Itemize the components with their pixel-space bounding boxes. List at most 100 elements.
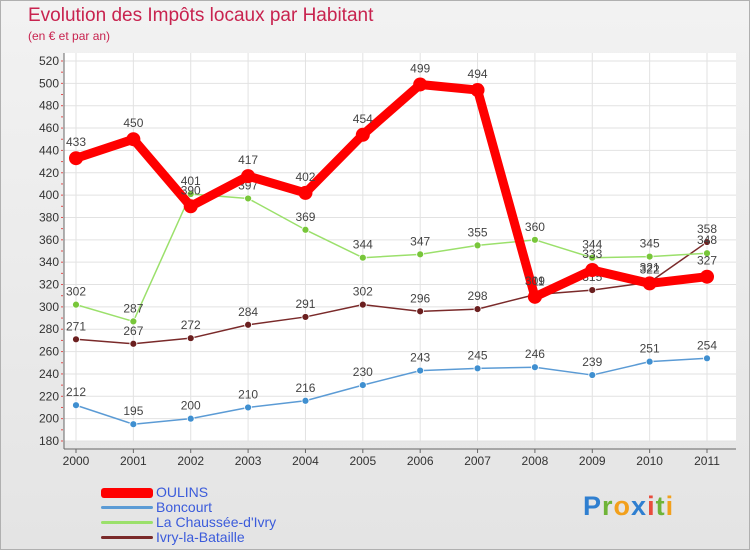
data-point-oulins (241, 169, 256, 184)
data-point-boncourt (72, 401, 80, 410)
logo-letter: x (631, 491, 648, 521)
data-label-oulins: 309 (525, 274, 545, 288)
x-tick-label: 2004 (292, 454, 319, 468)
x-tick-label: 2011 (694, 454, 720, 468)
y-tick-label: 220 (39, 389, 59, 403)
data-point-la-chaussee-d-ivry (588, 253, 597, 262)
data-point-la-chaussee-d-ivry (473, 241, 482, 250)
y-tick-label: 440 (39, 143, 59, 157)
data-label-la-chaussee-d-ivry: 355 (468, 225, 488, 239)
data-point-boncourt (358, 381, 367, 390)
legend-swatch-ivry-la-bataille (101, 536, 153, 539)
data-label-ivry-la-bataille: 272 (181, 318, 201, 332)
y-tick-label: 180 (39, 434, 59, 448)
x-tick-label: 2000 (63, 454, 90, 468)
data-label-boncourt: 230 (353, 365, 373, 379)
data-label-ivry-la-bataille: 296 (410, 291, 430, 305)
legend-label-la-chaussee-divry: La Chaussée-d'Ivry (156, 514, 277, 530)
data-label-oulins: 417 (238, 153, 258, 167)
data-label-la-chaussee-d-ivry: 369 (295, 210, 315, 224)
data-point-la-chaussee-d-ivry (358, 253, 367, 262)
data-label-ivry-la-bataille: 284 (238, 305, 258, 319)
data-point-la-chaussee-d-ivry (416, 250, 425, 259)
data-point-oulins (355, 127, 370, 142)
data-point-oulins (413, 77, 428, 92)
x-tick-label: 2005 (349, 454, 376, 468)
data-point-boncourt (588, 371, 597, 379)
data-label-la-chaussee-d-ivry: 344 (582, 238, 602, 252)
data-label-oulins: 433 (66, 135, 86, 149)
data-label-la-chaussee-d-ivry: 347 (410, 234, 430, 248)
data-label-la-chaussee-d-ivry: 302 (66, 285, 86, 299)
data-point-ivry-la-bataille (358, 300, 367, 309)
data-label-ivry-la-bataille: 302 (353, 285, 373, 299)
data-point-boncourt (473, 364, 482, 373)
data-label-oulins: 499 (410, 61, 430, 75)
y-tick-label: 400 (39, 188, 59, 202)
data-label-ivry-la-bataille: 291 (295, 297, 315, 311)
x-tick-label: 2010 (636, 454, 663, 468)
data-point-la-chaussee-d-ivry (186, 190, 195, 198)
data-label-la-chaussee-d-ivry: 348 (697, 233, 717, 247)
data-point-ivry-la-bataille (703, 238, 711, 246)
data-label-boncourt: 246 (525, 347, 545, 361)
data-label-oulins: 454 (353, 112, 373, 126)
proxiti-logo: Proxiti (583, 491, 674, 522)
y-tick-label: 300 (39, 300, 59, 314)
logo-letter: t (655, 491, 666, 521)
data-point-ivry-la-bataille (588, 286, 597, 295)
data-point-oulins (585, 263, 600, 277)
data-label-boncourt: 200 (181, 399, 201, 413)
y-tick-label: 260 (39, 345, 59, 359)
data-label-la-chaussee-d-ivry: 360 (525, 220, 545, 234)
data-label-oulins: 327 (697, 254, 717, 268)
data-label-la-chaussee-d-ivry: 344 (353, 238, 373, 252)
legend-swatch-boncourt (101, 506, 153, 509)
data-point-oulins (69, 151, 83, 166)
logo-letter: o (613, 491, 632, 521)
x-tick-label: 2001 (120, 454, 147, 468)
data-point-oulins (126, 132, 141, 147)
y-tick-label: 280 (39, 322, 59, 336)
data-point-la-chaussee-d-ivry (531, 235, 539, 244)
data-label-oulins: 450 (123, 116, 143, 130)
data-label-ivry-la-bataille: 267 (123, 324, 143, 338)
data-point-boncourt (531, 363, 539, 372)
y-tick-label: 500 (39, 76, 59, 90)
data-point-la-chaussee-d-ivry (244, 194, 252, 203)
data-point-ivry-la-bataille (129, 339, 138, 348)
data-point-oulins (642, 276, 657, 291)
data-label-la-chaussee-d-ivry: 345 (640, 237, 660, 251)
data-label-oulins: 402 (295, 170, 315, 184)
data-point-la-chaussee-d-ivry (72, 300, 80, 309)
y-tick-label: 320 (39, 278, 59, 292)
chart-title: Evolution des Impôts locaux par Habitant (28, 5, 374, 26)
data-point-ivry-la-bataille (72, 335, 80, 344)
data-point-oulins (527, 289, 542, 304)
legend-item-boncourt: Boncourt (101, 500, 276, 515)
data-point-oulins (298, 185, 313, 200)
legend-label-oulins: OULINS (156, 484, 209, 500)
series-line-oulins (71, 79, 712, 302)
data-point-ivry-la-bataille (301, 313, 310, 321)
data-point-boncourt (129, 420, 138, 429)
data-point-la-chaussee-d-ivry (129, 317, 138, 326)
y-tick-label: 480 (39, 99, 59, 113)
y-tick-label: 380 (39, 210, 59, 224)
data-point-ivry-la-bataille (244, 320, 252, 329)
logo-letter: P (583, 491, 603, 521)
series-line-la-chaussee-d-ivry (75, 193, 708, 323)
data-label-la-chaussee-d-ivry: 401 (181, 174, 201, 188)
x-tick-label: 2006 (407, 454, 434, 468)
y-tick-label: 340 (39, 255, 59, 269)
data-point-oulins (700, 269, 714, 284)
series-line-ivry-la-bataille (75, 241, 708, 345)
y-tick-label: 240 (39, 367, 59, 381)
data-point-boncourt (703, 354, 711, 363)
data-label-boncourt: 251 (640, 342, 660, 356)
legend-swatch-oulins (101, 487, 153, 498)
data-label-ivry-la-bataille: 358 (697, 222, 717, 236)
data-point-ivry-la-bataille (186, 334, 195, 343)
